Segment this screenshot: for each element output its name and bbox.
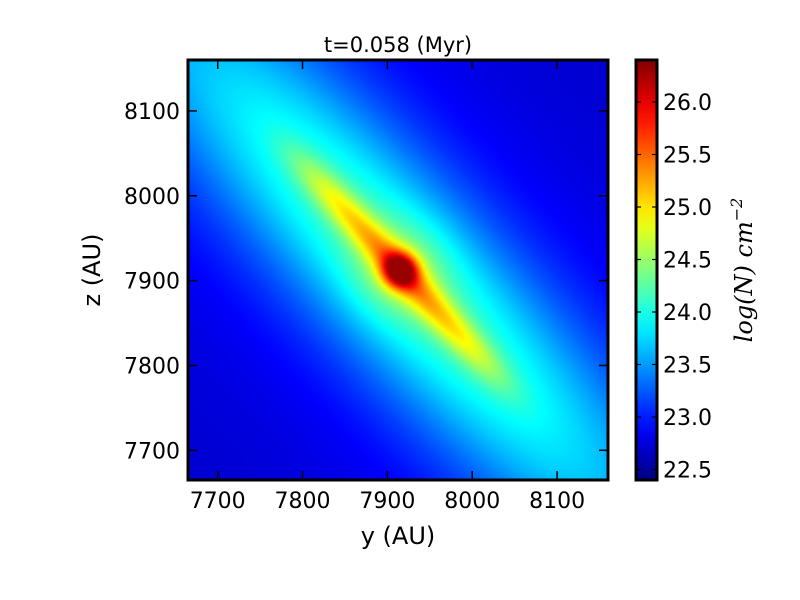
y-tick-label: 7900 [124, 270, 180, 295]
y-tick-label: 8000 [124, 185, 180, 210]
x-axis-label: y (AU) [361, 522, 436, 550]
y-tick-label: 7800 [124, 354, 180, 379]
colorbar-tick-label: 22.5 [663, 459, 712, 484]
x-tick-label: 8100 [529, 489, 585, 514]
colorbar-tick-label: 26.0 [663, 91, 712, 116]
colorbar-label: log(N) cm−2 [727, 198, 758, 343]
x-tick-label: 8000 [444, 489, 500, 514]
x-tick-label: 7900 [359, 489, 415, 514]
x-tick-label: 7700 [190, 489, 246, 514]
y-ticks: 7700 7800 7900 8000 8100 [124, 100, 608, 464]
y-axis-label: z (AU) [78, 234, 106, 307]
x-tick-label: 7800 [275, 489, 331, 514]
colorbar [636, 60, 657, 480]
x-ticks: 7700 7800 7900 8000 8100 [190, 60, 585, 514]
colorbar-label-exponent: −2 [727, 198, 746, 222]
colorbar-tick-label: 24.5 [663, 249, 712, 274]
heatmap-image [188, 60, 608, 480]
colorbar-label-base: log(N) cm [730, 221, 758, 342]
y-tick-label: 8100 [124, 100, 180, 125]
colorbar-tick-label: 23.0 [663, 406, 712, 431]
chart-title: t=0.058 (Myr) [324, 33, 472, 57]
y-tick-label: 7700 [124, 439, 180, 464]
colorbar-tick-label: 24.0 [663, 301, 712, 326]
colorbar-tick-label: 23.5 [663, 354, 712, 379]
colorbar-tick-label: 25.5 [663, 144, 712, 169]
colorbar-tick-label: 25.0 [663, 196, 712, 221]
plot-frame [186, 58, 610, 482]
colorbar-frame [634, 58, 659, 482]
colorbar-ticks: 22.5 23.0 23.5 24.0 24.5 25.0 25.5 26.0 [636, 91, 712, 484]
